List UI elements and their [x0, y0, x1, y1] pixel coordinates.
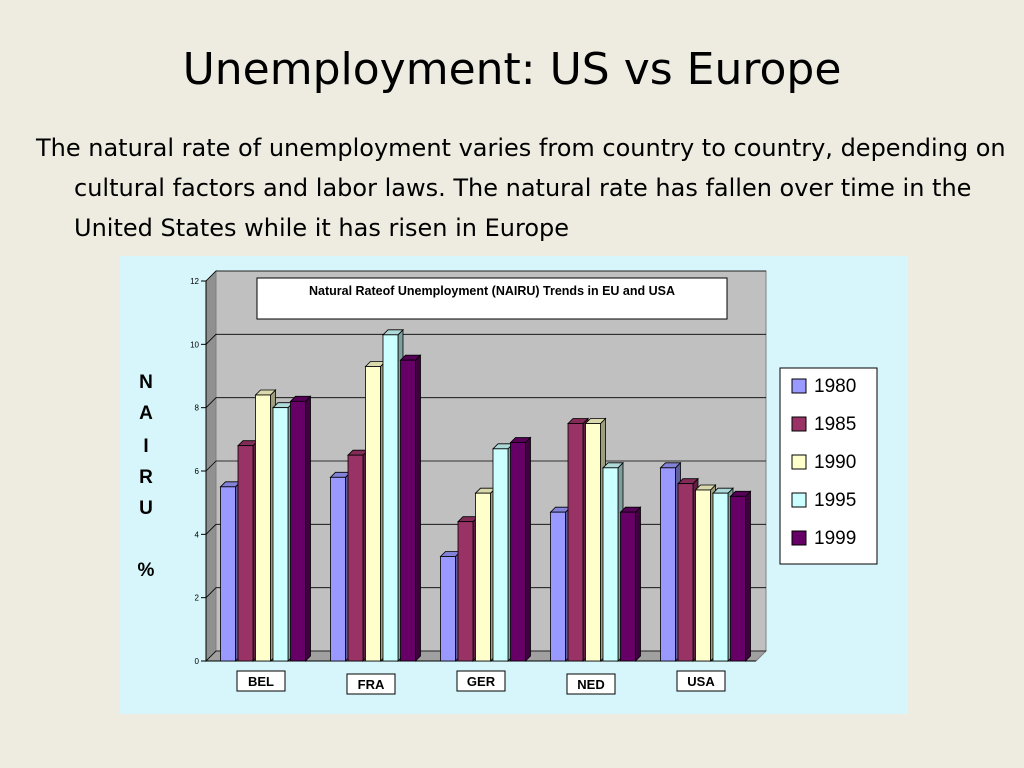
- y-axis-title-letter: I: [143, 436, 148, 457]
- bar-fra-1980: [329, 471, 352, 662]
- legend-label-1999: 1999: [814, 528, 856, 549]
- bar-front: [712, 492, 729, 662]
- bar-front: [382, 334, 399, 662]
- bar-ned-1980: [549, 506, 572, 662]
- gridline: [205, 270, 766, 282]
- category-label-usa: USA: [687, 674, 715, 689]
- y-tick-label: 2: [195, 594, 200, 603]
- bar-side: [305, 395, 311, 662]
- bar-front: [400, 359, 416, 662]
- slide-body-text: The natural rate of unemployment varies …: [36, 134, 1006, 242]
- category-label-box: [456, 670, 506, 692]
- y-tick-label: 0: [195, 657, 200, 666]
- chart-title: Natural Rateof Unemployment (NAIRU) Tren…: [309, 284, 675, 298]
- y-axis-title-letter: A: [139, 403, 153, 424]
- legend-label-1995: 1995: [814, 490, 856, 511]
- bar-side: [635, 506, 641, 662]
- bar-side: [525, 436, 531, 662]
- legend-swatch-1980: [791, 378, 807, 394]
- bar-usa-1985: [677, 477, 699, 662]
- y-axis-title-letter: R: [139, 467, 153, 488]
- bar-front: [440, 556, 456, 662]
- legend-swatch-1995: [791, 492, 807, 508]
- category-label-box: [346, 673, 396, 695]
- bar-front: [620, 511, 636, 662]
- bar-front: [290, 400, 306, 662]
- y-tick-label: 4: [195, 530, 200, 539]
- legend-swatch-1990: [791, 454, 807, 470]
- bar-bel-1990: [254, 389, 277, 662]
- chart-frame: 0 2 4 6 8 10 12 N A I R U% BEL FRA GER NED USA Natural Ra…: [120, 256, 908, 714]
- category-label-ger: GER: [467, 674, 496, 689]
- bar-usa-1999: [729, 490, 752, 662]
- bar-front: [457, 521, 474, 662]
- bar-front: [475, 492, 491, 662]
- nairu-chart: 0 2 4 6 8 10 12 NAIRU% BEL FRA GER NED USA Natural Ra…: [138, 269, 878, 695]
- bar-front: [492, 448, 509, 662]
- legend-label-1985: 1985: [814, 414, 856, 435]
- bar-ger-1995: [492, 442, 514, 662]
- bar-side: [745, 490, 751, 662]
- legend-label-1990: 1990: [814, 452, 856, 473]
- bar-front: [677, 483, 694, 662]
- y-axis-title-letter: U: [139, 498, 153, 519]
- category-label-fra: FRA: [358, 677, 385, 692]
- y-axis-title-letter: N: [139, 372, 153, 393]
- bar-front: [695, 489, 711, 662]
- gridline: [205, 397, 766, 408]
- y-tick-label: 12: [190, 277, 199, 286]
- legend-swatch-1999: [791, 530, 807, 546]
- bar-usa-1980: [659, 461, 682, 662]
- bar-front: [272, 407, 289, 662]
- y-tick-label: 10: [190, 340, 199, 349]
- chart-title-box: [256, 277, 728, 320]
- bar-ger-1990: [474, 487, 497, 662]
- bar-front: [730, 495, 746, 662]
- bar-front: [330, 476, 346, 662]
- y-tick-label: 6: [195, 467, 200, 476]
- bar-side: [415, 354, 421, 662]
- y-axis-title-letter: %: [138, 560, 155, 581]
- bar-usa-1995: [712, 487, 734, 662]
- category-label-box: [676, 670, 726, 692]
- legend-label-1980: 1980: [814, 376, 856, 397]
- bar-front: [365, 366, 381, 662]
- bar-front: [660, 467, 676, 662]
- category-label-box: [566, 673, 616, 695]
- bar-front: [585, 423, 601, 662]
- bar-bel-1985: [237, 439, 259, 662]
- category-label-box: [236, 670, 286, 692]
- slide-title: Unemployment: US vs Europe: [182, 44, 842, 95]
- bar-fra-1985: [347, 449, 369, 662]
- category-label-bel: BEL: [248, 674, 274, 689]
- bar-ger-1980: [439, 550, 462, 662]
- legend-swatch-1985: [791, 416, 807, 432]
- bar-front: [255, 394, 271, 662]
- category-label-ned: NED: [577, 677, 604, 692]
- bar-ned-1990: [584, 417, 607, 662]
- bar-fra-1990: [364, 360, 387, 662]
- bar-bel-1980: [219, 480, 242, 662]
- bar-front: [550, 511, 566, 662]
- bar-front: [567, 423, 584, 662]
- bar-front: [347, 454, 364, 662]
- bar-usa-1990: [694, 484, 717, 662]
- bar-front: [237, 445, 254, 662]
- bar-ned-1985: [567, 417, 589, 662]
- bar-fra-1999: [399, 354, 422, 662]
- gridline: [205, 333, 766, 345]
- bar-fra-1995: [382, 328, 404, 662]
- bar-front: [510, 442, 526, 662]
- bar-ger-1999: [509, 436, 532, 662]
- bar-bel-1995: [272, 401, 294, 662]
- bar-ned-1995: [602, 461, 624, 662]
- bar-front: [220, 486, 236, 662]
- bar-ger-1985: [457, 515, 479, 662]
- bar-front: [602, 467, 619, 662]
- y-tick-label: 8: [195, 404, 200, 413]
- bar-ned-1999: [619, 506, 642, 662]
- bar-bel-1999: [289, 395, 312, 662]
